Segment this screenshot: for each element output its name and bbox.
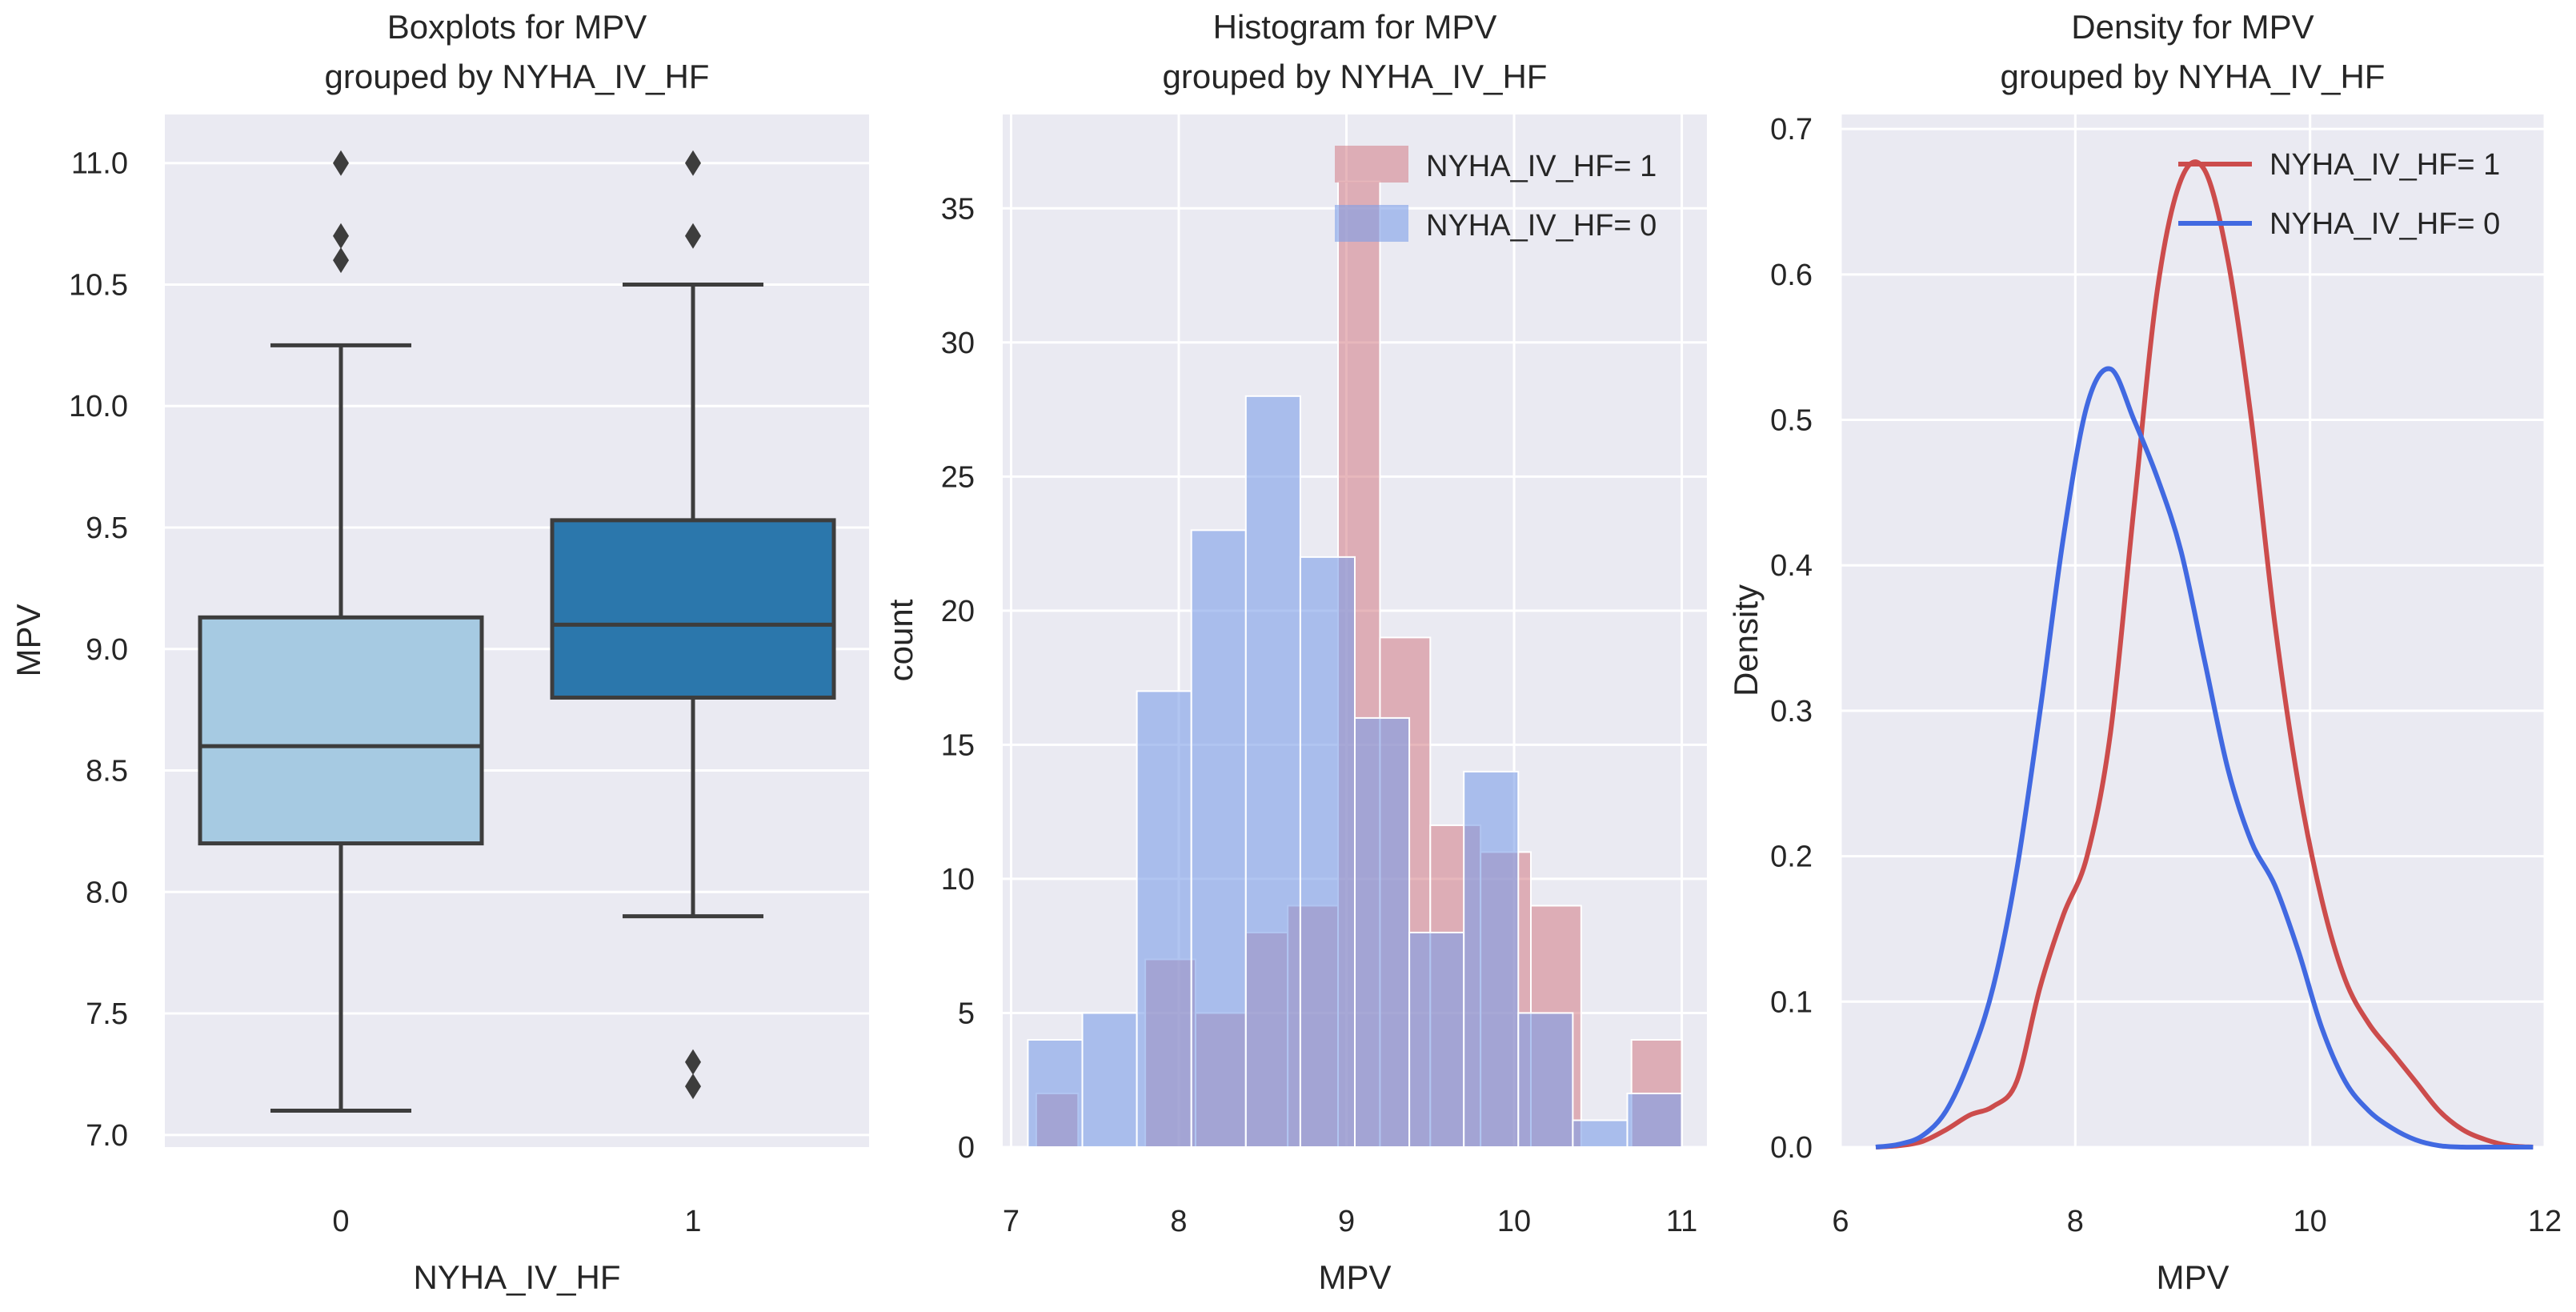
density-panel: 0.0 0.1 0.2 0.3 0.4 0.5 0.6 0.7 6 8 10 12 Density … <box>1727 8 2562 1296</box>
boxplot-y-axis-label: MPV <box>10 604 47 676</box>
boxplot-y-tick-label: 10.0 <box>69 390 128 423</box>
histogram-x-tick-label: 11 <box>1666 1205 1697 1238</box>
boxplot-title-line2: grouped by NYHA_IV_HF <box>325 58 710 95</box>
boxplot-x-tick-label: 0 <box>332 1205 349 1238</box>
histogram-bar-series-1 <box>1354 716 1411 1148</box>
boxplot-y-tick-label: 11.0 <box>71 147 128 181</box>
box-1-outlier <box>685 1049 701 1075</box>
histogram-y-tick-label: 25 <box>941 460 975 494</box>
boxplot-y-tick-labels: 7.0 7.5 8.0 8.5 9.0 9.5 10.0 10.5 11.0 <box>69 147 128 1153</box>
histogram-y-tick-label: 20 <box>941 595 975 628</box>
box-1-outlier <box>685 150 701 176</box>
boxplot-y-tick-label: 9.5 <box>86 512 128 545</box>
density-legend-label-0: NYHA_IV_HF= 0 <box>2270 207 2500 241</box>
histogram-y-axis-label: count <box>882 599 919 681</box>
histogram-x-tick-label: 9 <box>1338 1205 1355 1238</box>
box-0-outlier <box>333 150 349 176</box>
boxplot-x-tick-label: 1 <box>684 1205 701 1238</box>
histogram-bar-series-1 <box>1027 1038 1084 1148</box>
density-y-axis-label: Density <box>1727 584 1765 696</box>
histogram-legend-label-1: NYHA_IV_HF= 1 <box>1426 150 1657 183</box>
histogram-y-tick-label: 0 <box>958 1131 975 1165</box>
histogram-y-tick-label: 5 <box>958 997 975 1030</box>
histogram-bar-series-1 <box>1299 556 1356 1148</box>
histogram-bar-series-1 <box>1408 931 1465 1148</box>
histogram-y-tick-label: 35 <box>941 192 975 226</box>
density-x-axis-label: MPV <box>2156 1258 2229 1296</box>
boxplot-y-tick-label: 10.5 <box>69 268 128 302</box>
histogram-title-line1: Histogram for MPV <box>1213 8 1497 46</box>
histogram-bar-series-1 <box>1244 395 1301 1148</box>
boxplot-y-tick-label: 8.0 <box>86 876 128 909</box>
density-x-tick-label: 10 <box>2294 1205 2327 1238</box>
histogram-y-tick-label: 10 <box>941 863 975 897</box>
histogram-y-tick-label: 15 <box>941 728 975 762</box>
histogram-x-tick-label: 8 <box>1170 1205 1187 1238</box>
histogram-legend: NYHA_IV_HF= 1 NYHA_IV_HF= 0 <box>1335 146 1657 243</box>
histogram-x-tick-label: 7 <box>1003 1205 1020 1238</box>
histogram-bar-series-1 <box>1190 529 1247 1148</box>
histogram-bar-series-1 <box>1136 690 1192 1148</box>
histogram-bars <box>1027 180 1683 1149</box>
density-x-tick-label: 6 <box>1832 1205 1849 1238</box>
density-plot-area <box>1841 114 2545 1147</box>
density-curve-series-0 <box>1875 159 2534 1150</box>
box-1-iqr <box>550 518 836 700</box>
histogram-legend-swatch-1 <box>1335 146 1408 183</box>
histogram-bar-series-1 <box>1626 1092 1683 1149</box>
density-y-tick-label: 0.3 <box>1770 695 1813 728</box>
histogram-x-tick-labels: 7 8 9 10 11 <box>1003 1205 1697 1238</box>
boxplot-title-line1: Boxplots for MPV <box>387 8 647 46</box>
histogram-bar-series-1 <box>1517 1012 1574 1148</box>
density-y-tick-label: 0.5 <box>1770 404 1813 438</box>
density-y-tick-label: 0.7 <box>1770 113 1813 146</box>
boxplot-y-tick-label: 8.5 <box>86 755 128 788</box>
box-0-outlier <box>333 223 349 249</box>
boxplot-x-axis-label: NYHA_IV_HF <box>413 1258 620 1296</box>
box-1-outlier <box>685 223 701 249</box>
density-x-tick-label: 12 <box>2528 1205 2562 1238</box>
density-title-line2: grouped by NYHA_IV_HF <box>2001 58 2386 95</box>
density-y-tick-label: 0.6 <box>1770 259 1813 292</box>
histogram-panel: 0 5 10 15 20 25 30 35 7 8 9 10 11 Histogram for MPV… <box>882 8 1707 1296</box>
density-y-tick-labels: 0.0 0.1 0.2 0.3 0.4 0.5 0.6 0.7 <box>1770 113 1813 1165</box>
box-0-outlier <box>333 247 349 274</box>
histogram-title-line2: grouped by NYHA_IV_HF <box>1163 58 1548 95</box>
histogram-x-axis-label: MPV <box>1318 1258 1391 1296</box>
density-gridlines <box>1839 114 2546 1149</box>
box-1-outlier <box>685 1073 701 1100</box>
density-y-tick-label: 0.4 <box>1770 549 1813 583</box>
density-y-tick-label: 0.2 <box>1770 841 1813 874</box>
histogram-bar-series-1 <box>1081 1012 1138 1148</box>
boxplot-y-tick-label: 7.0 <box>86 1119 128 1153</box>
histogram-y-tick-label: 30 <box>941 327 975 360</box>
density-y-tick-label: 0.0 <box>1770 1131 1813 1165</box>
density-y-tick-label: 0.1 <box>1770 985 1813 1019</box>
density-x-tick-labels: 6 8 10 12 <box>1832 1205 2562 1238</box>
density-title-line1: Density for MPV <box>2071 8 2314 46</box>
box-0-iqr <box>198 615 484 846</box>
histogram-legend-label-0: NYHA_IV_HF= 0 <box>1426 209 1657 243</box>
histogram-y-tick-labels: 0 5 10 15 20 25 30 35 <box>941 192 975 1165</box>
histogram-bar-series-1 <box>1572 1119 1629 1149</box>
histogram-x-tick-label: 10 <box>1497 1205 1531 1238</box>
density-legend: NYHA_IV_HF= 1 NYHA_IV_HF= 0 <box>2178 148 2500 241</box>
density-curves <box>1875 159 2534 1150</box>
density-x-tick-label: 8 <box>2067 1205 2084 1238</box>
boxplot-marks <box>198 150 836 1113</box>
boxplot-y-tick-label: 7.5 <box>86 997 128 1031</box>
density-curve-series-1 <box>1875 366 2534 1150</box>
density-legend-label-1: NYHA_IV_HF= 1 <box>2270 148 2500 182</box>
histogram-legend-swatch-0 <box>1335 205 1408 242</box>
histogram-bar-series-1 <box>1463 770 1520 1149</box>
boxplot-y-tick-label: 9.0 <box>86 633 128 667</box>
